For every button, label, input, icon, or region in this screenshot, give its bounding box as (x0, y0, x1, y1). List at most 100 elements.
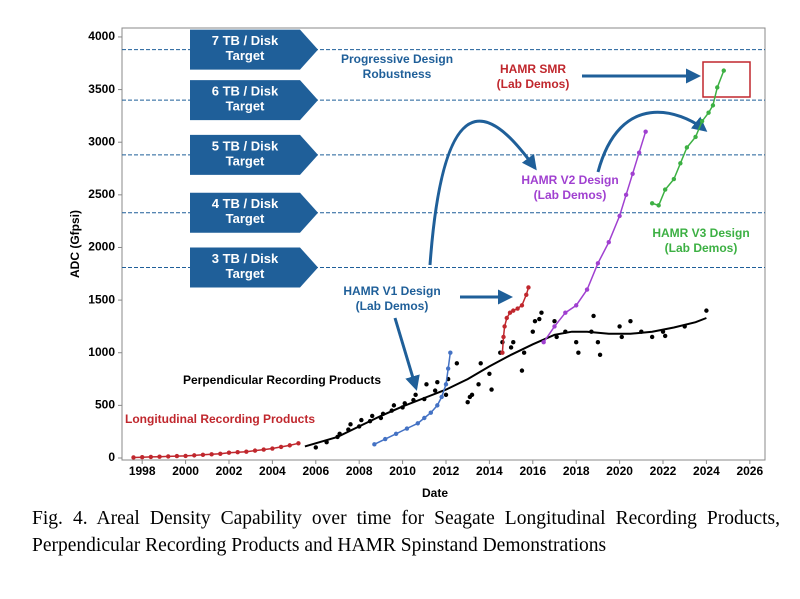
y-tick-label: 4000 (88, 29, 115, 43)
x-tick-label: 2012 (433, 464, 460, 478)
series-line (304, 317, 707, 448)
y-tick-label: 500 (95, 398, 115, 412)
point (678, 161, 683, 166)
annotation-line: 3 TB / Disk (212, 251, 279, 266)
annotation-line: Perpendicular Recording Products (183, 373, 381, 387)
x-tick-label: 2024 (693, 464, 720, 478)
point (710, 103, 716, 108)
point (469, 392, 475, 398)
point (200, 452, 206, 458)
annotation-line: HAMR V2 Design (521, 173, 618, 187)
point (502, 324, 507, 329)
y-tick-label: 2000 (88, 240, 115, 254)
point (244, 449, 249, 454)
x-tick-label: 2010 (389, 464, 416, 478)
point (183, 453, 188, 459)
point (617, 324, 622, 329)
series-line (651, 70, 725, 207)
point (139, 454, 145, 460)
x-tick-label: 2016 (519, 464, 546, 478)
point (296, 441, 301, 446)
point (487, 371, 492, 376)
annotation-line: (Lab Demos) (497, 77, 570, 91)
point (500, 350, 505, 355)
point (623, 192, 629, 198)
x-tick-label: 2008 (346, 464, 373, 478)
point (519, 303, 525, 308)
y-tick-label: 0 (108, 450, 115, 464)
point (684, 145, 690, 150)
target-box (190, 192, 318, 233)
annotation-line: (Lab Demos) (356, 299, 429, 313)
point (521, 350, 527, 355)
plot-frame (121, 27, 766, 461)
point (552, 318, 557, 324)
point (597, 352, 603, 358)
target-box (190, 134, 318, 175)
annotation-line: Longitudinal Recording Products (125, 412, 315, 426)
point (619, 334, 624, 340)
point (489, 387, 494, 392)
target-box (190, 29, 318, 70)
annotation-line: Robustness (363, 67, 432, 81)
point (422, 415, 427, 421)
point (537, 316, 542, 322)
y-tick-label: 2500 (88, 187, 115, 201)
annotation-line: Progressive Design (341, 52, 453, 66)
point (270, 446, 275, 451)
point (721, 68, 726, 73)
point (704, 308, 709, 313)
y-tick-label: 1500 (88, 292, 115, 306)
point (413, 392, 418, 398)
point (552, 324, 557, 329)
point (539, 310, 544, 315)
point (524, 292, 529, 298)
x-tick-label: 2014 (476, 464, 503, 478)
y-tick-label: 3000 (88, 134, 115, 148)
point (359, 417, 364, 423)
point (656, 203, 661, 208)
point (530, 329, 535, 334)
y-tick-label: 3500 (88, 82, 115, 96)
point (287, 443, 292, 448)
point (515, 306, 520, 311)
point (576, 350, 581, 355)
point (157, 454, 162, 459)
chart: Date ADC (Gfpsi) 0 500 1000 1500 2000 2500 300… (68, 27, 766, 500)
x-tick-label: 2020 (606, 464, 633, 478)
point (131, 455, 136, 460)
arrow (428, 119, 537, 266)
point (348, 422, 353, 427)
point (391, 403, 397, 408)
point (166, 454, 171, 459)
point (404, 426, 410, 431)
point (226, 450, 232, 455)
annotation-line: Target (226, 211, 265, 226)
point (393, 431, 399, 436)
point (174, 453, 180, 459)
point (278, 444, 284, 450)
point (192, 453, 197, 458)
point (671, 176, 677, 182)
point (563, 310, 568, 315)
x-tick-label: 1998 (129, 464, 156, 478)
point (595, 261, 601, 266)
y-tick-label: 1000 (88, 345, 115, 359)
point (476, 382, 481, 387)
point (574, 303, 579, 308)
point (630, 171, 635, 176)
point (252, 448, 258, 453)
point (415, 421, 420, 426)
point (636, 150, 642, 155)
point (532, 318, 538, 324)
arrow (393, 317, 420, 391)
annotation-line: Target (226, 99, 265, 114)
point (435, 403, 440, 408)
annotation-line: 6 TB / Disk (212, 84, 279, 99)
y-axis-label: ADC (Gfpsi) (68, 210, 82, 278)
point (526, 285, 531, 290)
point (235, 450, 240, 455)
point (541, 340, 546, 345)
annotation-line: HAMR SMR (500, 62, 566, 76)
point (519, 368, 525, 373)
